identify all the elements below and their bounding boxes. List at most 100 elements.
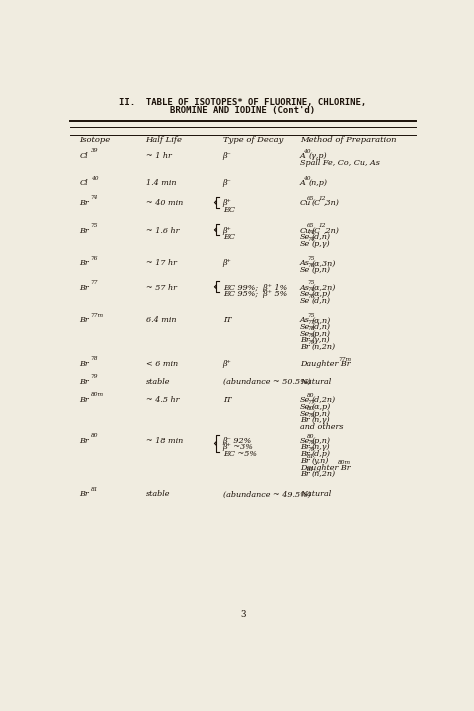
Text: A: A [300, 179, 306, 188]
Text: and others: and others [300, 423, 343, 431]
Text: 75: 75 [307, 280, 314, 285]
Text: 77m: 77m [91, 313, 104, 318]
Text: Cl: Cl [80, 152, 88, 160]
Text: 75: 75 [307, 256, 314, 261]
Text: Daughter Br: Daughter Br [300, 464, 350, 471]
Text: 79: 79 [307, 333, 314, 338]
Text: Br: Br [80, 437, 89, 445]
Text: Type of Decay: Type of Decay [223, 136, 283, 144]
Text: Br: Br [80, 316, 89, 324]
Text: Br: Br [300, 343, 310, 351]
Text: Cu: Cu [300, 227, 311, 235]
Text: (α,2n): (α,2n) [312, 284, 336, 292]
Text: (n,2n): (n,2n) [312, 343, 336, 351]
Text: β⁻ 92%: β⁻ 92% [223, 437, 252, 445]
Text: IT: IT [223, 396, 231, 405]
Text: 80: 80 [307, 407, 314, 412]
Text: Br: Br [80, 396, 89, 405]
Text: 79: 79 [307, 447, 314, 452]
Text: 12: 12 [319, 223, 326, 228]
Text: 77: 77 [91, 279, 98, 284]
Text: (abundance ~ 50.5%): (abundance ~ 50.5%) [223, 378, 310, 386]
Text: (d,p): (d,p) [312, 450, 331, 458]
Text: Br: Br [300, 457, 310, 465]
Text: 65: 65 [307, 196, 314, 201]
Text: Se: Se [300, 330, 310, 338]
Text: Br: Br [300, 417, 310, 424]
Text: (p,n): (p,n) [312, 330, 331, 338]
Text: Cu: Cu [300, 199, 311, 207]
Text: ~ 17 hr: ~ 17 hr [146, 260, 177, 267]
Text: stable: stable [146, 491, 170, 498]
Text: stable: stable [146, 378, 170, 386]
Text: 77: 77 [307, 400, 314, 405]
Text: β⁻: β⁻ [223, 179, 232, 188]
Text: 77: 77 [307, 320, 314, 325]
Text: 77m: 77m [338, 357, 351, 362]
Text: Spall Fe, Co, Cu, As: Spall Fe, Co, Cu, As [300, 159, 380, 167]
Text: ~ 40 min: ~ 40 min [146, 199, 183, 207]
Text: β⁺: β⁺ [223, 360, 232, 368]
Text: (n,p): (n,p) [309, 179, 328, 188]
Text: 79: 79 [91, 375, 98, 380]
Text: 65: 65 [307, 223, 314, 228]
Text: Natural: Natural [300, 378, 331, 386]
Text: β⁺: β⁺ [223, 227, 232, 235]
Text: 74: 74 [91, 196, 98, 201]
Text: 76: 76 [91, 255, 98, 261]
Text: Br: Br [80, 360, 89, 368]
Text: 81: 81 [91, 486, 98, 491]
Text: Br: Br [300, 336, 310, 344]
Text: β⁺ ~3%: β⁺ ~3% [223, 444, 254, 451]
Text: (p,n): (p,n) [312, 266, 331, 274]
Text: Br: Br [80, 227, 89, 235]
Text: ~ 1 hr: ~ 1 hr [146, 152, 172, 160]
Text: (y,n): (y,n) [312, 457, 329, 465]
Text: Isotope: Isotope [80, 136, 111, 144]
Text: (α,n): (α,n) [312, 316, 331, 324]
Text: II.  TABLE OF ISOTOPES* OF FLUORINE, CHLORINE,: II. TABLE OF ISOTOPES* OF FLUORINE, CHLO… [119, 98, 366, 107]
Text: Cl: Cl [80, 179, 88, 188]
Text: Se: Se [300, 297, 310, 305]
Text: EC 99%;  β⁺ 1%: EC 99%; β⁺ 1% [223, 284, 287, 292]
Text: 40: 40 [303, 149, 311, 154]
Text: Method of Preparation: Method of Preparation [300, 136, 396, 144]
Text: (p,n): (p,n) [312, 410, 331, 417]
Text: (C: (C [312, 227, 321, 235]
Text: (n,2n): (n,2n) [312, 470, 336, 479]
Text: EC: EC [223, 206, 235, 214]
Text: Br: Br [300, 450, 310, 458]
Text: 6.4 min: 6.4 min [146, 316, 176, 324]
Text: (γ,p): (γ,p) [309, 152, 327, 160]
Text: Se: Se [300, 410, 310, 417]
Text: 80m: 80m [91, 392, 104, 397]
Text: (d,2n): (d,2n) [312, 396, 336, 405]
Text: As: As [300, 316, 310, 324]
Text: 76: 76 [307, 263, 314, 268]
Text: (p,n): (p,n) [312, 437, 331, 445]
Text: EC 95%;  β⁺ 5%: EC 95%; β⁺ 5% [223, 290, 287, 298]
Text: 3: 3 [240, 610, 246, 619]
Text: 81: 81 [307, 454, 314, 459]
Text: Daughter Br: Daughter Br [300, 360, 350, 368]
Text: ~ 18 min: ~ 18 min [146, 437, 183, 445]
Text: 76: 76 [307, 294, 314, 299]
Text: ~ 4.5 hr: ~ 4.5 hr [146, 396, 179, 405]
Text: 78: 78 [307, 326, 314, 331]
Text: 79: 79 [307, 413, 314, 418]
Text: (d,n): (d,n) [312, 233, 331, 241]
Text: < 6 min: < 6 min [146, 360, 178, 368]
Text: 80m: 80m [338, 460, 351, 465]
Text: EC: EC [223, 233, 235, 241]
Text: (n,γ): (n,γ) [312, 417, 330, 424]
Text: Br: Br [80, 260, 89, 267]
Text: (d,n): (d,n) [312, 297, 331, 305]
Text: BROMINE AND IODINE (Cont'd): BROMINE AND IODINE (Cont'd) [170, 106, 316, 115]
Text: (α,3n): (α,3n) [312, 260, 336, 267]
Text: As: As [300, 260, 310, 267]
Text: Natural: Natural [300, 491, 331, 498]
Text: Se: Se [300, 266, 310, 274]
Text: (n,γ): (n,γ) [312, 444, 330, 451]
Text: Se: Se [300, 437, 310, 445]
Text: (d,n): (d,n) [312, 323, 331, 331]
